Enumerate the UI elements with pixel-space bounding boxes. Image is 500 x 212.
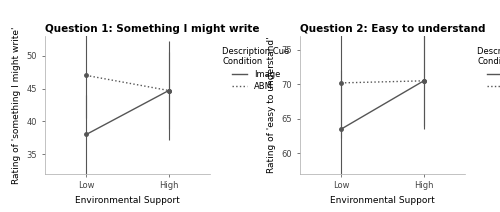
Y-axis label: Rating of 'easy to understand': Rating of 'easy to understand' [267, 37, 276, 173]
Legend: Image, ABM: Image, ABM [478, 47, 500, 91]
Y-axis label: Rating of 'something I might write': Rating of 'something I might write' [12, 26, 21, 184]
Text: Question 2: Easy to understand: Question 2: Easy to understand [300, 24, 486, 34]
X-axis label: Environmental Support: Environmental Support [330, 196, 435, 205]
Text: Question 1: Something I might write: Question 1: Something I might write [45, 24, 260, 34]
X-axis label: Environmental Support: Environmental Support [75, 196, 180, 205]
Legend: Image, ABM: Image, ABM [222, 47, 290, 91]
